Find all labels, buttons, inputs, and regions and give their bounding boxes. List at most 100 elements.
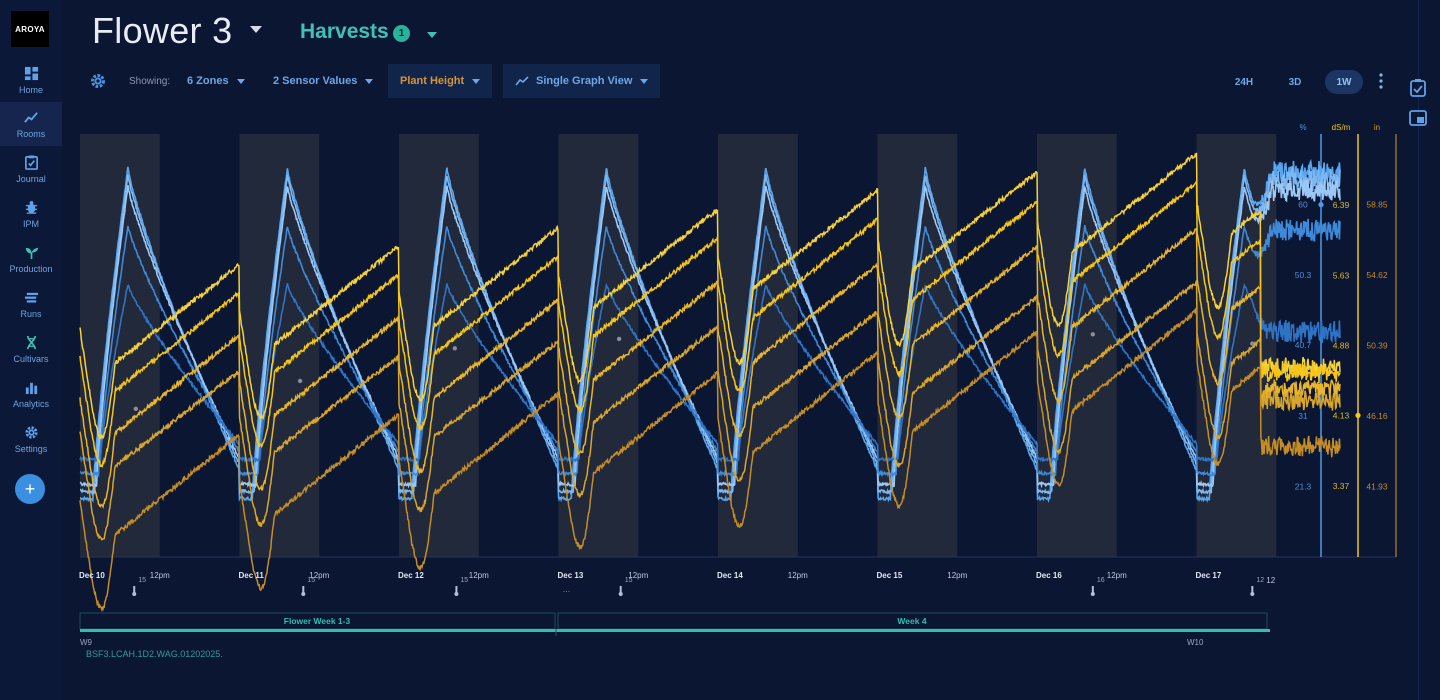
dripper-marker-bulb	[618, 592, 623, 596]
gear-icon	[24, 425, 38, 439]
dripper-marker-icon	[455, 586, 458, 594]
axis-tick-label: 40.7	[1295, 340, 1312, 350]
axis-tick-label: 6.39	[1333, 200, 1350, 210]
dripper-marker-icon	[1091, 586, 1094, 594]
zones-dropdown-label: 6 Zones	[187, 75, 229, 87]
axis-tick-label: 54.62	[1366, 270, 1388, 280]
journal-panel-icon[interactable]	[1408, 78, 1428, 98]
ec-series-line	[79, 180, 1341, 468]
more-options-icon[interactable]	[1377, 72, 1385, 90]
dripper-marker-bulb	[1250, 592, 1255, 596]
axis-tick-label: 4.13	[1333, 410, 1350, 420]
sidebar-item-cultivars[interactable]: Cultivars	[0, 327, 62, 371]
event-dot-marker	[1250, 341, 1255, 346]
vwc-series-line	[79, 178, 1341, 489]
dripper-day-label: 15	[307, 577, 315, 584]
dripper-day-label: 16	[1097, 577, 1105, 584]
sidebar-item-runs[interactable]: Runs	[0, 282, 62, 326]
sidebar-item-label: Analytics	[12, 398, 49, 409]
dripper-marker-bulb	[1090, 592, 1095, 596]
ec-series-line	[79, 307, 1341, 613]
more-markers-ellipsis: …	[563, 585, 571, 594]
sidebar-item-label: Journal	[16, 173, 46, 184]
axis-tick-label: 21.3	[1295, 481, 1312, 491]
timeline-progress-bar	[80, 629, 1270, 632]
event-dot-marker	[616, 336, 622, 342]
harvests-dropdown[interactable]: Harvests	[300, 20, 389, 43]
picture-in-picture-icon[interactable]	[1408, 108, 1428, 128]
axis-unit-label: in	[1374, 123, 1380, 132]
axis-tick-label: 41.93	[1366, 482, 1388, 492]
chart-line-icon	[23, 111, 38, 123]
dripper-day-label: 15	[138, 577, 146, 584]
vwc-series-line	[79, 218, 1341, 478]
sidebar-item-rooms[interactable]: Rooms	[0, 102, 62, 146]
sidebar-item-ipm[interactable]: IPM	[0, 192, 62, 236]
zones-dropdown[interactable]: 6 Zones	[187, 75, 245, 87]
sensor-values-dropdown[interactable]: 2 Sensor Values	[273, 75, 374, 87]
room-dropdown-caret-icon[interactable]	[250, 26, 262, 33]
dripper-marker-bulb	[132, 592, 137, 596]
x-noon-label: 12pm	[150, 571, 170, 580]
sidebar-item-label: Cultivars	[13, 353, 49, 364]
sidebar-item-settings[interactable]: Settings	[0, 417, 62, 461]
sidebar-item-analytics[interactable]: Analytics	[0, 372, 62, 416]
x-day-label: Dec 16	[1036, 571, 1062, 580]
dripper-marker-icon	[1251, 586, 1254, 594]
x-day-label: Dec 12	[398, 571, 424, 580]
range-1w-button[interactable]: 1W	[1325, 70, 1363, 94]
x-noon-label: 12pm	[469, 571, 489, 580]
zone-code-label: BSF3.LCAH.1D2.WAG.01202025.	[86, 649, 223, 659]
axis-tick-label: 46.16	[1366, 411, 1388, 421]
settings-gear-icon[interactable]	[90, 73, 106, 89]
sidebar-item-journal[interactable]: Journal	[0, 147, 62, 191]
plant-height-dropdown[interactable]: Plant Height	[388, 64, 493, 98]
dripper-marker-bulb	[454, 592, 459, 596]
ec-series-line	[79, 152, 1341, 441]
graph-view-dropdown[interactable]: Single Graph View	[503, 64, 661, 98]
x-day-label: Dec 13	[558, 571, 584, 580]
x-noon-label: 12pm	[788, 571, 808, 580]
axis-tick-label: 58.85	[1366, 200, 1388, 210]
sidebar-item-home[interactable]: Home	[0, 58, 62, 102]
vwc-series-line	[79, 282, 1341, 464]
aroya-logo[interactable]: AROYA	[11, 11, 49, 47]
plant-height-label: Plant Height	[400, 75, 465, 87]
harvests-caret-icon[interactable]	[427, 32, 437, 38]
sidebar-item-production[interactable]: Production	[0, 237, 62, 281]
chevron-down-icon	[365, 78, 374, 84]
range-24h-button[interactable]: 24H	[1234, 76, 1254, 88]
runs-icon	[24, 292, 38, 303]
event-dot-marker	[297, 378, 303, 384]
sidebar-item-label: Home	[18, 84, 43, 95]
x-day-label: Dec 10	[79, 571, 105, 580]
week-label-w10: W10	[1187, 638, 1204, 647]
sidebar: AROYA Home Rooms Journal IPM Production …	[0, 0, 62, 700]
x-noon-label: 12pm	[947, 571, 967, 580]
x-day-label: Dec 17	[1196, 571, 1222, 580]
sidebar-item-label: IPM	[22, 218, 39, 229]
axis-unit-label: dS/m	[1332, 123, 1351, 132]
sidebar-item-label: Production	[9, 263, 53, 274]
trend-line-icon	[515, 76, 529, 86]
event-dot-marker	[1090, 332, 1096, 337]
axis-tick-label: 4.88	[1333, 341, 1350, 351]
axis-tick-label: 60	[1298, 200, 1308, 210]
page-title: Flower 3	[92, 10, 233, 51]
x-day-label: Dec 14	[717, 571, 743, 580]
range-3d-button[interactable]: 3D	[1288, 76, 1302, 88]
axis-tick-label: 50.39	[1366, 341, 1388, 351]
chevron-down-icon	[236, 78, 245, 84]
chevron-down-icon	[640, 78, 649, 84]
sensor-values-label: 2 Sensor Values	[273, 75, 358, 87]
chevron-down-icon	[472, 78, 481, 84]
week-label-w9: W9	[80, 638, 93, 647]
vwc-current-marker	[1318, 202, 1324, 208]
ec-series-line	[79, 280, 1341, 541]
add-button[interactable]: +	[15, 474, 45, 504]
showing-label: Showing:	[129, 76, 171, 87]
graph-view-label: Single Graph View	[536, 75, 633, 87]
sidebar-item-label: Settings	[14, 443, 48, 454]
axis-tick-label: 3.37	[1333, 481, 1350, 491]
